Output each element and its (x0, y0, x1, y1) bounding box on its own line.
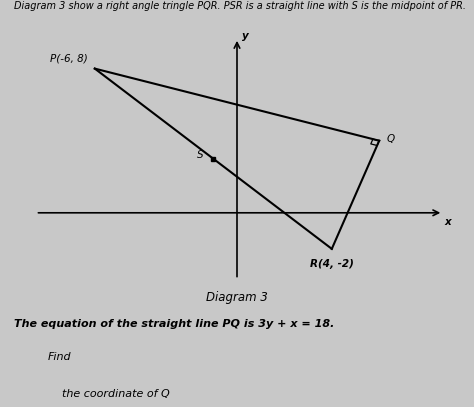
Text: Diagram 3 show a right angle tringle PQR. PSR is a straight line with S is the m: Diagram 3 show a right angle tringle PQR… (14, 1, 466, 11)
Text: the coordinate of Q: the coordinate of Q (62, 389, 169, 399)
Text: P(-6, 8): P(-6, 8) (50, 53, 88, 63)
Text: The equation of the straight line PQ is 3y + x = 18.: The equation of the straight line PQ is … (14, 319, 335, 330)
Text: Find: Find (47, 352, 71, 362)
Text: y: y (242, 31, 249, 41)
Text: Diagram 3: Diagram 3 (206, 291, 268, 304)
Text: Q: Q (386, 134, 394, 144)
Text: S: S (197, 150, 204, 160)
Text: R(4, -2): R(4, -2) (310, 259, 354, 269)
Text: x: x (445, 217, 451, 227)
